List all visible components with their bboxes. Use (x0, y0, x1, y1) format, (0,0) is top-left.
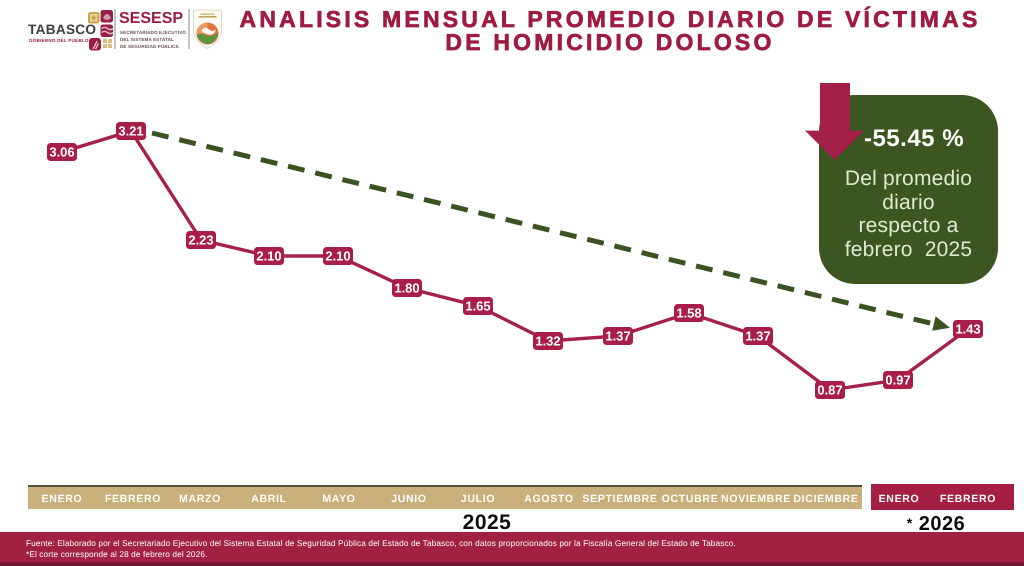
svg-text:1.43: 1.43 (955, 322, 980, 337)
svg-text:0.87: 0.87 (817, 383, 842, 398)
svg-text:1.32: 1.32 (535, 334, 560, 349)
svg-text:2.10: 2.10 (325, 249, 350, 264)
svg-text:3.21: 3.21 (118, 124, 143, 139)
svg-text:1.37: 1.37 (605, 329, 630, 344)
svg-text:3.06: 3.06 (49, 145, 74, 160)
svg-text:1.80: 1.80 (394, 281, 419, 296)
svg-text:0.97: 0.97 (885, 373, 910, 388)
svg-text:1.58: 1.58 (676, 306, 701, 321)
svg-text:2.10: 2.10 (256, 249, 281, 264)
svg-text:2.23: 2.23 (188, 233, 213, 248)
svg-text:1.37: 1.37 (745, 329, 770, 344)
svg-text:1.65: 1.65 (465, 299, 490, 314)
